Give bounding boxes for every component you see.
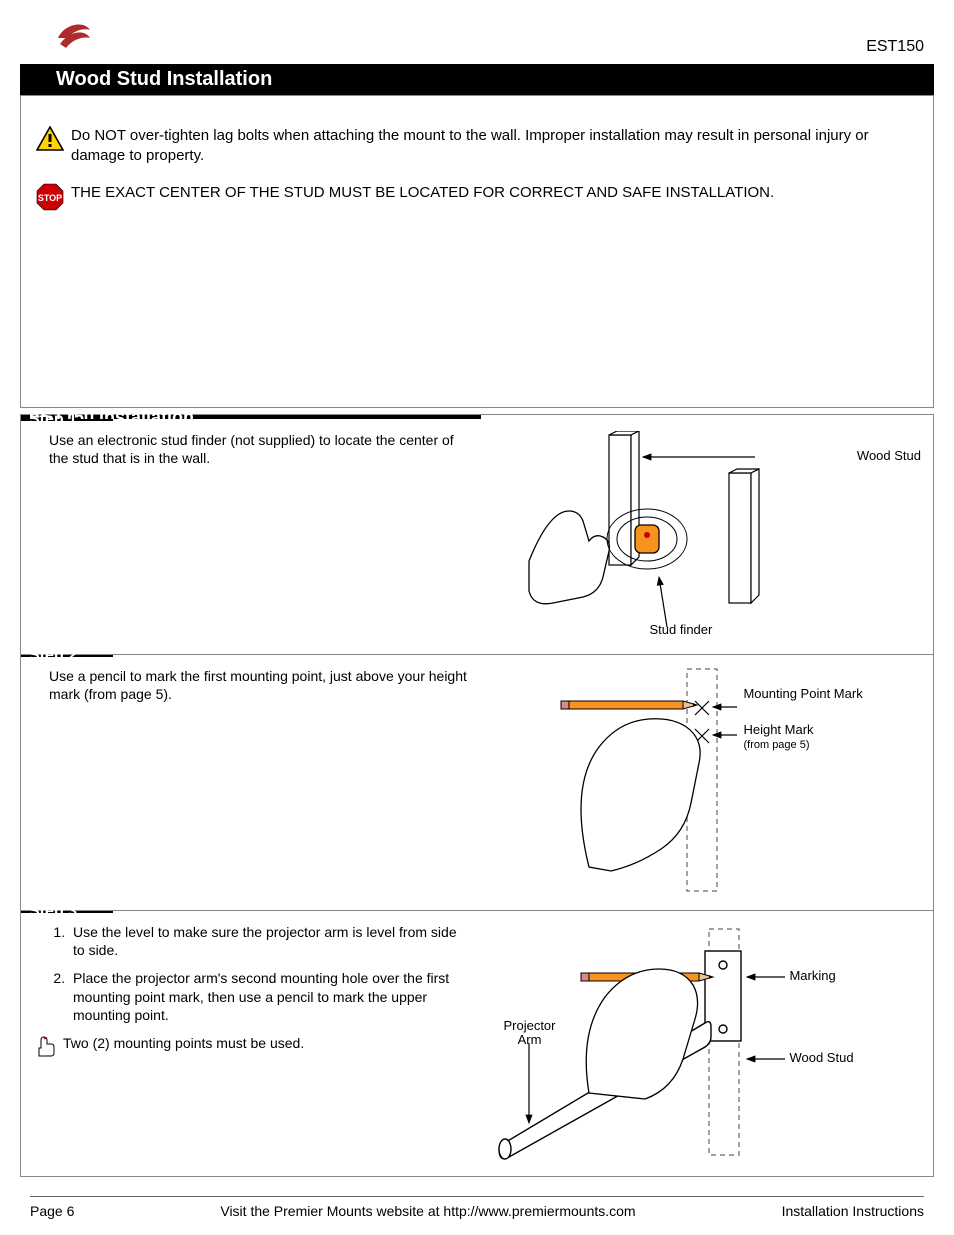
spacer bbox=[21, 237, 933, 407]
footer-center: Visit the Premier Mounts website at http… bbox=[220, 1203, 635, 1219]
step2-text: Use a pencil to mark the first mounting … bbox=[49, 667, 469, 900]
step1-block: Step 1 Use an electronic stud finder (no… bbox=[21, 419, 933, 654]
step2-mounting-label: Mounting Point Mark bbox=[743, 687, 862, 701]
footer-page: Page 6 bbox=[30, 1203, 74, 1219]
step1-stud-finder-label: Stud finder bbox=[649, 623, 712, 637]
page-container: EST150 Wood Stud Installation Do NOT ove… bbox=[0, 0, 954, 1235]
model-id: EST150 bbox=[866, 38, 924, 56]
step2-label: Step 2 bbox=[21, 655, 113, 657]
warnings-panel: Do NOT over-tighten lag bolts when attac… bbox=[20, 95, 934, 408]
step2-block: Step 2 Use a pencil to mark the first mo… bbox=[21, 654, 933, 910]
step1-text: Use an electronic stud finder (not suppl… bbox=[49, 431, 469, 644]
header-row: EST150 bbox=[30, 14, 924, 60]
step2-height-label-text: Height Mark bbox=[743, 722, 813, 737]
step3-wood-stud-label: Wood Stud bbox=[789, 1051, 853, 1065]
step3-marking-label: Marking bbox=[789, 969, 835, 983]
caution-row: Do NOT over-tighten lag bolts when attac… bbox=[29, 126, 925, 165]
step3-text: Use the level to make sure the projector… bbox=[49, 923, 469, 1166]
step1-label: Step 1 bbox=[21, 419, 113, 421]
steps-panel: EST150 Installation Step 1 Use an electr… bbox=[20, 414, 934, 1177]
step3-item2: Place the projector arm's second mountin… bbox=[69, 969, 469, 1024]
section-title-banner: Wood Stud Installation bbox=[20, 64, 934, 95]
step1-diagram: Wood Stud Stud finder bbox=[469, 431, 925, 644]
step2-height-label: Height Mark (from page 5) bbox=[743, 723, 813, 752]
page-footer: Page 6 Visit the Premier Mounts website … bbox=[30, 1196, 924, 1219]
step3-note-row: Two (2) mounting points must be used. bbox=[29, 1034, 469, 1058]
step2-diagram: Mounting Point Mark Height Mark (from pa… bbox=[469, 667, 925, 900]
step1-wood-stud-label: Wood Stud bbox=[857, 449, 921, 463]
step3-block: Step 3 Use the level to make sure the pr… bbox=[21, 910, 933, 1176]
step3-projector-arm-text: ProjectorArm bbox=[503, 1018, 555, 1047]
caution-icon bbox=[29, 126, 71, 152]
step3-label: Step 3 bbox=[21, 911, 113, 913]
brand-logo-icon bbox=[54, 14, 94, 57]
stop-text: THE EXACT CENTER OF THE STUD MUST BE LOC… bbox=[71, 183, 925, 203]
step3-note-text: Two (2) mounting points must be used. bbox=[63, 1034, 304, 1052]
step2-height-sub: (from page 5) bbox=[743, 739, 809, 751]
step3-item1: Use the level to make sure the projector… bbox=[69, 923, 469, 959]
step2-mounting-label-text: Mounting Point Mark bbox=[743, 686, 862, 701]
step3-diagram: Marking Wood Stud ProjectorArm bbox=[469, 923, 925, 1166]
stop-row: STOP THE EXACT CENTER OF THE STUD MUST B… bbox=[29, 183, 925, 211]
caution-text: Do NOT over-tighten lag bolts when attac… bbox=[71, 126, 925, 165]
svg-text:STOP: STOP bbox=[38, 193, 62, 203]
footer-right: Installation Instructions bbox=[782, 1203, 924, 1219]
hand-point-icon bbox=[29, 1034, 63, 1058]
warnings-content: Do NOT over-tighten lag bolts when attac… bbox=[21, 96, 933, 237]
step3-projector-arm-label: ProjectorArm bbox=[503, 1019, 555, 1048]
stop-icon: STOP bbox=[29, 183, 71, 211]
